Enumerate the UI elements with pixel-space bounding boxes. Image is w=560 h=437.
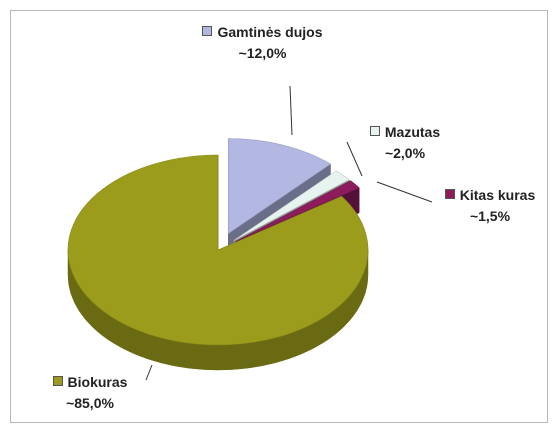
value-label: ~2,0% xyxy=(384,145,426,161)
slice-label: Mazutas ~2,0% xyxy=(350,122,460,164)
pie-slice xyxy=(67,154,369,346)
value-label: ~85,0% xyxy=(66,395,114,411)
leader-line xyxy=(376,181,433,203)
legend-marker xyxy=(369,126,380,136)
slice-label: Kitas kuras ~1,5% xyxy=(425,185,555,227)
legend-marker xyxy=(202,26,213,36)
category-name: Kitas kuras xyxy=(459,187,536,203)
category-name: Mazutas xyxy=(384,124,441,140)
value-label: ~1,5% xyxy=(469,208,511,224)
category-name: Biokuras xyxy=(67,374,128,390)
pie-slice xyxy=(227,138,332,235)
leader-line xyxy=(289,85,293,136)
legend-marker xyxy=(444,189,455,199)
slice-label: Gamtinės dujos ~12,0% xyxy=(200,22,325,64)
leader-line xyxy=(145,364,153,381)
chart-frame xyxy=(10,10,548,423)
legend-marker xyxy=(52,376,63,386)
category-name: Gamtinės dujos xyxy=(217,24,323,40)
leader-line xyxy=(346,141,363,177)
pie-slice xyxy=(233,170,350,241)
value-label: ~12,0% xyxy=(238,45,287,61)
pie-slice xyxy=(235,180,360,242)
slice-label: Biokuras ~85,0% xyxy=(30,372,150,414)
